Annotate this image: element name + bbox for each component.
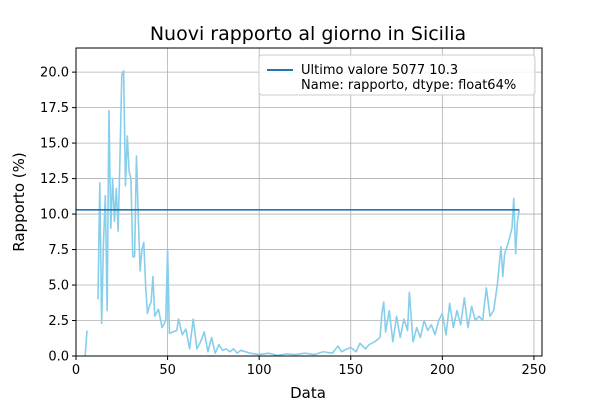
y-tick-label: 12.5 [40, 172, 69, 187]
y-tick-label: 5.0 [48, 279, 69, 294]
y-axis-label: Rapporto (%) [10, 152, 28, 251]
x-tick-label: 0 [72, 363, 80, 378]
x-tick-label: 200 [430, 363, 455, 378]
legend-box [258, 54, 536, 96]
x-tick-label: 100 [247, 363, 272, 378]
legend-label: Ultimo valore 5077 10.3 Name: rapporto, d… [301, 63, 516, 93]
y-tick-label: 17.5 [40, 101, 69, 116]
x-tick-label: 50 [159, 363, 176, 378]
x-tick-label: 250 [522, 363, 547, 378]
y-tick-label: 7.5 [48, 243, 69, 258]
chart-title: Nuovi rapporto al giorno in Sicilia [150, 23, 466, 45]
data-line [84, 69, 521, 356]
x-axis-label: Data [290, 384, 326, 400]
x-tick-label: 150 [338, 363, 363, 378]
y-tick-label: 0.0 [48, 350, 69, 365]
y-tick-label: 2.5 [48, 314, 69, 329]
y-tick-label: 15.0 [40, 137, 69, 152]
y-tick-label: 20.0 [40, 66, 69, 81]
plot-frame [75, 47, 543, 357]
y-tick-label: 10.0 [40, 208, 69, 223]
